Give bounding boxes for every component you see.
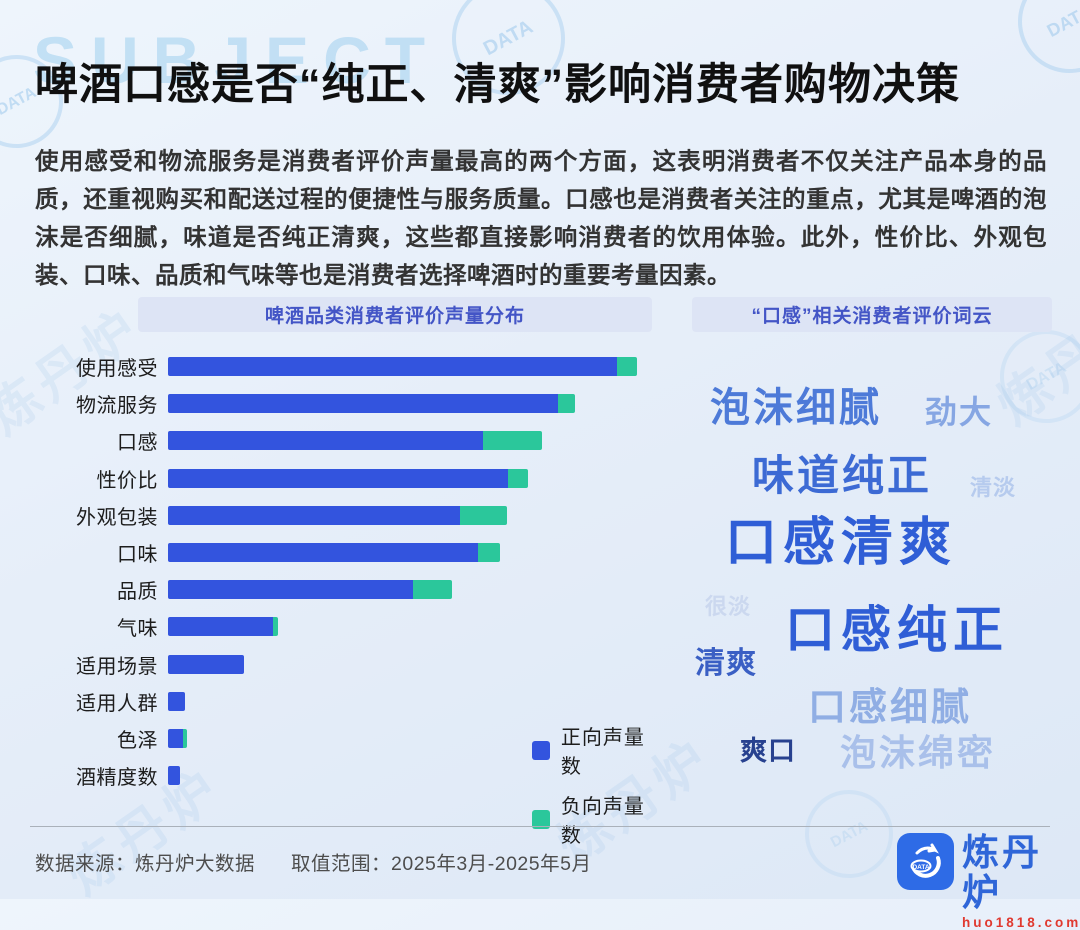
cloud-word: 清淡 — [970, 475, 1017, 500]
date-range-label: 取值范围：2025年3月-2025年5月 — [291, 853, 592, 875]
brand-url: huo1818.com — [962, 915, 1080, 930]
bar-track — [168, 468, 529, 488]
chart-row: 气味 — [35, 608, 660, 645]
positive-bar-segment — [168, 543, 478, 563]
bar-track — [168, 728, 188, 748]
negative-bar-segment — [412, 580, 452, 600]
legend-label: 负向声量数 — [560, 796, 645, 847]
bar-track — [168, 617, 279, 637]
cloud-word: 劲大 — [925, 394, 994, 430]
category-label: 适用场景 — [76, 655, 158, 678]
chart-row: 物流服务 — [35, 385, 660, 422]
bar-chart-rows: 使用感受物流服务口感性价比外观包装口味品质气味适用场景适用人群色泽酒精度数 — [35, 348, 660, 794]
bar-track — [168, 431, 543, 451]
negative-bar-segment — [183, 728, 188, 748]
category-label: 性价比 — [96, 469, 158, 492]
chart-row: 适用人群 — [35, 683, 660, 720]
brand-text-block: 炼丹炉 huo1818.com — [962, 833, 1080, 930]
category-label: 口味 — [117, 544, 158, 567]
negative-bar-segment — [616, 357, 637, 377]
positive-bar-segment — [168, 617, 274, 637]
footer-divider — [30, 826, 1050, 827]
category-label: 品质 — [117, 581, 158, 604]
negative-bar-segment — [483, 431, 543, 451]
chart-row: 外观包装 — [35, 497, 660, 534]
positive-bar-segment — [168, 505, 461, 525]
chart-legend: 正向声量数 负向声量数 — [532, 721, 660, 848]
positive-bar-segment — [168, 394, 559, 414]
bar-chart-panel: 啤酒品类消费者评价声量分布 使用感受物流服务口感性价比外观包装口味品质气味适用场… — [35, 297, 660, 847]
liandanlu-logo-icon: DATA — [897, 833, 954, 890]
positive-bar-segment — [168, 766, 181, 786]
negative-bar-segment — [478, 543, 501, 563]
category-label: 外观包装 — [76, 506, 158, 529]
chart-row: 酒精度数 — [35, 757, 660, 794]
cloud-word: 口感细腻 — [808, 687, 973, 729]
chart-row: 适用场景 — [35, 646, 660, 683]
category-label: 使用感受 — [76, 358, 158, 381]
positive-bar-segment — [168, 580, 413, 600]
data-source-label: 数据来源：炼丹炉大数据 — [35, 853, 256, 875]
chart-row: 品质 — [35, 571, 660, 608]
bar-track — [168, 691, 185, 711]
chart-row: 使用感受 — [35, 348, 660, 385]
chart-section-title: 啤酒品类消费者评价声量分布 — [138, 297, 652, 332]
intro-paragraph: 使用感受和物流服务是消费者评价声量最高的两个方面，这表明消费者不仅关注产品本身的… — [35, 148, 1047, 288]
positive-bar-segment — [168, 654, 244, 674]
chart-row: 口味 — [35, 534, 660, 571]
chart-row: 色泽 — [35, 720, 660, 757]
category-label: 酒精度数 — [76, 767, 158, 790]
positive-legend-swatch — [532, 740, 550, 760]
legend-label: 正向声量数 — [560, 727, 645, 778]
positive-bar-segment — [168, 468, 509, 488]
page-title: 啤酒口感是否“纯正、清爽”影响消费者购物决策 — [35, 61, 960, 109]
brand-name: 炼丹炉 — [962, 832, 1042, 913]
negative-bar-segment — [508, 468, 529, 488]
negative-bar-segment — [558, 394, 576, 414]
cloud-word: 泡沫细腻 — [710, 386, 882, 430]
negative-legend-swatch — [532, 809, 550, 829]
category-label: 色泽 — [117, 729, 158, 752]
svg-text:DATA: DATA — [912, 864, 929, 871]
footer-source: 数据来源：炼丹炉大数据 取值范围：2025年3月-2025年5月 — [35, 847, 591, 876]
positive-bar-segment — [168, 691, 185, 711]
bar-track — [168, 654, 244, 674]
negative-bar-segment — [273, 617, 279, 637]
bar-track — [168, 357, 637, 377]
cloud-word: 口感纯正 — [785, 602, 1009, 658]
bar-track — [168, 543, 501, 563]
brand-logo: DATA 炼丹炉 huo1818.com — [897, 833, 1080, 930]
category-label: 物流服务 — [76, 395, 158, 418]
positive-bar-segment — [168, 357, 617, 377]
positive-bar-segment — [168, 431, 484, 451]
bar-track — [168, 580, 452, 600]
word-cloud-panel: “口感”相关消费者评价词云 泡沫细腻 劲大味道纯正 清淡 口感清爽很淡 口感纯正 清爽口感… — [670, 297, 1062, 797]
bar-track — [168, 505, 508, 525]
category-label: 口感 — [117, 432, 158, 455]
bar-track — [168, 394, 576, 414]
chart-row: 性价比 — [35, 460, 660, 497]
cloud-word: 清爽 — [695, 647, 757, 680]
cloud-word: 爽口 — [740, 736, 796, 766]
cloud-word: 口感清爽 — [725, 514, 958, 572]
cloud-word: 味道纯正 — [752, 452, 933, 499]
positive-bar-segment — [168, 728, 183, 748]
bar-track — [168, 766, 181, 786]
wordcloud-section-title: “口感”相关消费者评价词云 — [692, 297, 1052, 332]
category-label: 气味 — [117, 618, 158, 641]
legend-item-negative: 负向声量数 — [532, 790, 660, 848]
negative-bar-segment — [460, 505, 508, 525]
category-label: 适用人群 — [76, 692, 158, 715]
legend-item-positive: 正向声量数 — [532, 721, 660, 779]
infographic: 啤酒口感是否“纯正、清爽”影响消费者购物决策 使用感受和物流服务是消费者评价声量… — [30, 61, 1078, 930]
chart-row: 口感 — [35, 422, 660, 459]
cloud-word: 很淡 — [705, 594, 752, 619]
cloud-word: 泡沫绵密 — [840, 732, 997, 773]
